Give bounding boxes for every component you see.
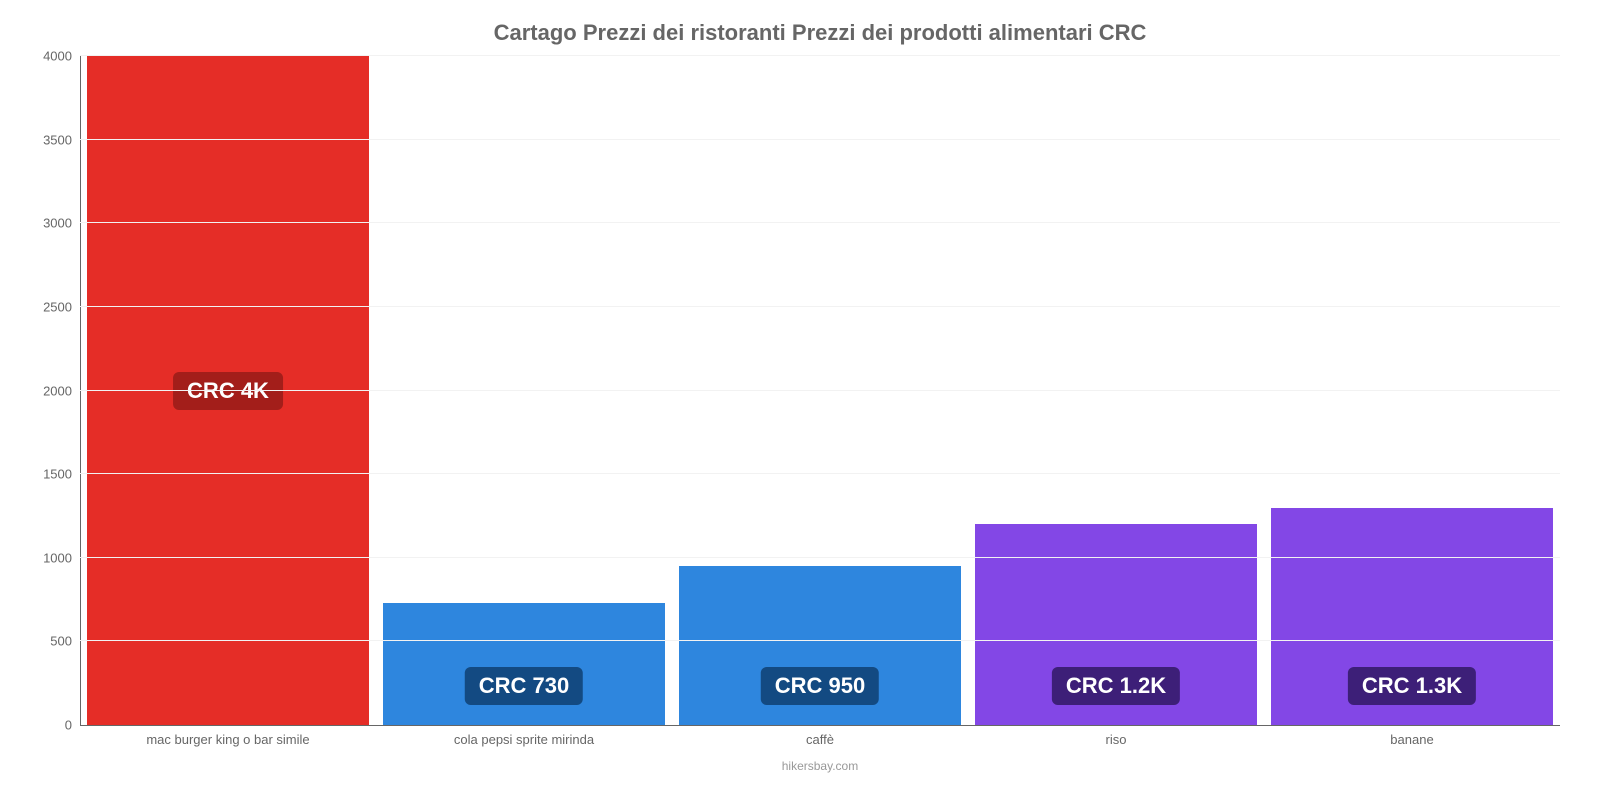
y-tick-label: 500 [50, 634, 80, 649]
gridline [80, 640, 1560, 641]
gridline [80, 557, 1560, 558]
chart-container: Cartago Prezzi dei ristoranti Prezzi dei… [0, 0, 1600, 800]
y-tick-label: 3500 [43, 132, 80, 147]
gridline [80, 139, 1560, 140]
bar-slot: CRC 4K [80, 56, 376, 725]
bar: CRC 4K [87, 56, 368, 725]
gridline [80, 222, 1560, 223]
gridline [80, 306, 1560, 307]
y-tick-label: 2000 [43, 383, 80, 398]
x-tick-label: banane [1264, 732, 1560, 747]
y-tick-label: 1000 [43, 550, 80, 565]
bar-slot: CRC 950 [672, 56, 968, 725]
y-tick-label: 2500 [43, 299, 80, 314]
y-tick-label: 1500 [43, 467, 80, 482]
bar-slot: CRC 1.2K [968, 56, 1264, 725]
y-tick-label: 0 [65, 718, 80, 733]
bar-value-label: CRC 4K [173, 372, 283, 410]
gridline [80, 55, 1560, 56]
y-tick-label: 4000 [43, 49, 80, 64]
credit-text: hikersbay.com [80, 759, 1560, 773]
bar-value-label: CRC 1.2K [1052, 667, 1180, 705]
chart-title: Cartago Prezzi dei ristoranti Prezzi dei… [80, 20, 1560, 46]
bar-value-label: CRC 1.3K [1348, 667, 1476, 705]
x-tick-label: caffè [672, 732, 968, 747]
bar: CRC 1.3K [1271, 508, 1552, 725]
gridline [80, 473, 1560, 474]
bar: CRC 730 [383, 603, 664, 725]
x-tick-label: riso [968, 732, 1264, 747]
bar-slot: CRC 730 [376, 56, 672, 725]
y-tick-label: 3000 [43, 216, 80, 231]
bar: CRC 1.2K [975, 524, 1256, 725]
bar-value-label: CRC 950 [761, 667, 879, 705]
x-axis-labels: mac burger king o bar similecola pepsi s… [80, 732, 1560, 747]
bar-value-label: CRC 730 [465, 667, 583, 705]
x-tick-label: cola pepsi sprite mirinda [376, 732, 672, 747]
gridline [80, 390, 1560, 391]
bar-slot: CRC 1.3K [1264, 56, 1560, 725]
plot-area: CRC 4KCRC 730CRC 950CRC 1.2KCRC 1.3K 050… [80, 56, 1560, 726]
bars-row: CRC 4K CRC 730 CRC 950 CRC 1.2K CRC 1.3K [80, 56, 1560, 725]
x-tick-label: mac burger king o bar simile [80, 732, 376, 747]
bar: CRC 950 [679, 566, 960, 725]
